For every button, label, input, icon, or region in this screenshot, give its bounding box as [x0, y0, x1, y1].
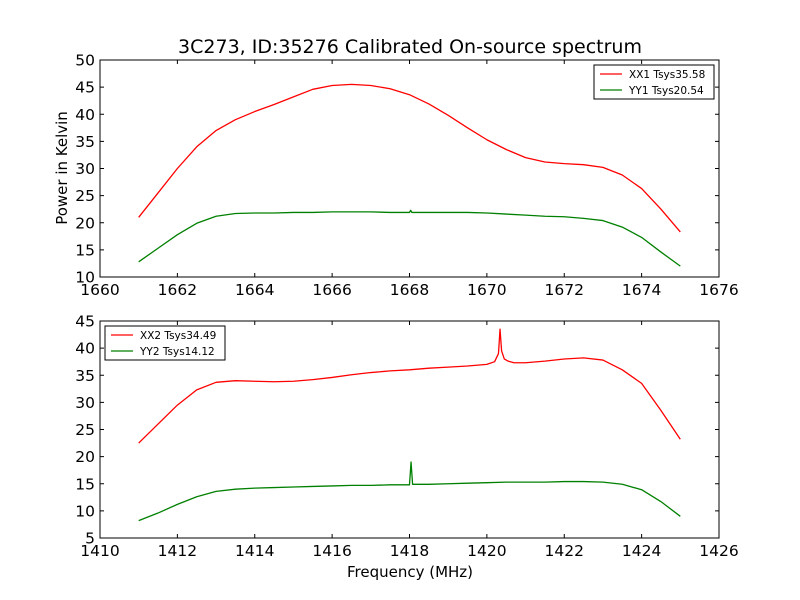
- bottom-y-tick-label: 30: [75, 394, 95, 412]
- bottom-y-tick-label: 20: [75, 448, 95, 466]
- bottom-series-line-1: [138, 328, 681, 444]
- top-x-tick-label: 1668: [390, 281, 429, 299]
- top-x-tick-label: 1674: [622, 281, 661, 299]
- figure-title: 3C273, ID:35276 Calibrated On-source spe…: [178, 36, 642, 58]
- bottom-y-tick-label: 15: [75, 475, 95, 493]
- bottom-x-tick-label: 1412: [158, 542, 197, 560]
- top-x-tick-label: 1666: [312, 281, 351, 299]
- top-y-tick-label: 15: [75, 241, 95, 259]
- bottom-x-tick-label: 1414: [235, 542, 274, 560]
- top-legend: XX1 Tsys35.58 YY1 Tsys20.54: [593, 64, 715, 100]
- top-legend-label-2: YY1 Tsys20.54: [628, 85, 704, 97]
- top-x-tick-label: 1660: [80, 281, 119, 299]
- top-x-tick-label: 1670: [467, 281, 506, 299]
- top-x-tick-label: 1662: [158, 281, 197, 299]
- bottom-x-tick-label: 1418: [390, 542, 429, 560]
- bottom-y-tick-label: 40: [75, 340, 95, 358]
- bottom-x-tick-label: 1416: [312, 542, 351, 560]
- top-y-tick-label: 45: [75, 79, 95, 97]
- bottom-y-tick-label: 45: [75, 313, 95, 331]
- top-legend-box: [593, 64, 715, 100]
- bottom-x-tick-label: 1424: [622, 542, 661, 560]
- top-series-line-2: [138, 209, 681, 267]
- top-x-tick-label: 1664: [235, 281, 274, 299]
- top-y-tick-label: 25: [75, 187, 95, 205]
- top-series-line-1: [138, 83, 681, 233]
- bottom-y-tick-label: 10: [75, 502, 95, 520]
- top-y-tick-label: 40: [75, 106, 95, 124]
- x-axis-label: Frequency (MHz): [347, 563, 473, 581]
- bottom-legend: XX2 Tsys34.49 YY2 Tsys14.12: [104, 325, 226, 361]
- bottom-x-tick-label: 1422: [545, 542, 584, 560]
- bottom-series-line-2: [138, 461, 681, 522]
- bottom-y-tick-label: 5: [85, 530, 95, 548]
- top-legend-label-1: XX1 Tsys35.58: [629, 69, 705, 81]
- bottom-x-tick-label: 1410: [80, 542, 119, 560]
- top-y-tick-label: 50: [75, 52, 95, 70]
- bottom-y-tick-label: 25: [75, 421, 95, 439]
- bottom-legend-box: [104, 325, 226, 361]
- bottom-legend-label-1: XX2 Tsys34.49: [140, 330, 216, 342]
- top-y-tick-label: 20: [75, 214, 95, 232]
- bottom-panel: 1410 1412 1414 1416 1418 1420 1422 1424 1426 5 10 1…: [75, 313, 738, 561]
- y-axis-label: Power in Kelvin: [53, 111, 71, 225]
- top-panel: 1660 1662 1664 1666 1668 1670 1672 1674 1676 10 15…: [75, 52, 738, 300]
- bottom-x-tick-label: 1420: [467, 542, 506, 560]
- top-x-tick-label: 1676: [699, 281, 738, 299]
- top-x-tick-label: 1672: [545, 281, 584, 299]
- bottom-x-tick-label: 1426: [699, 542, 738, 560]
- top-y-tick-label: 30: [75, 160, 95, 178]
- top-y-tick-label: 35: [75, 133, 95, 151]
- top-y-tick-label: 10: [75, 269, 95, 287]
- bottom-legend-label-2: YY2 Tsys14.12: [139, 346, 215, 358]
- bottom-y-tick-label: 35: [75, 367, 95, 385]
